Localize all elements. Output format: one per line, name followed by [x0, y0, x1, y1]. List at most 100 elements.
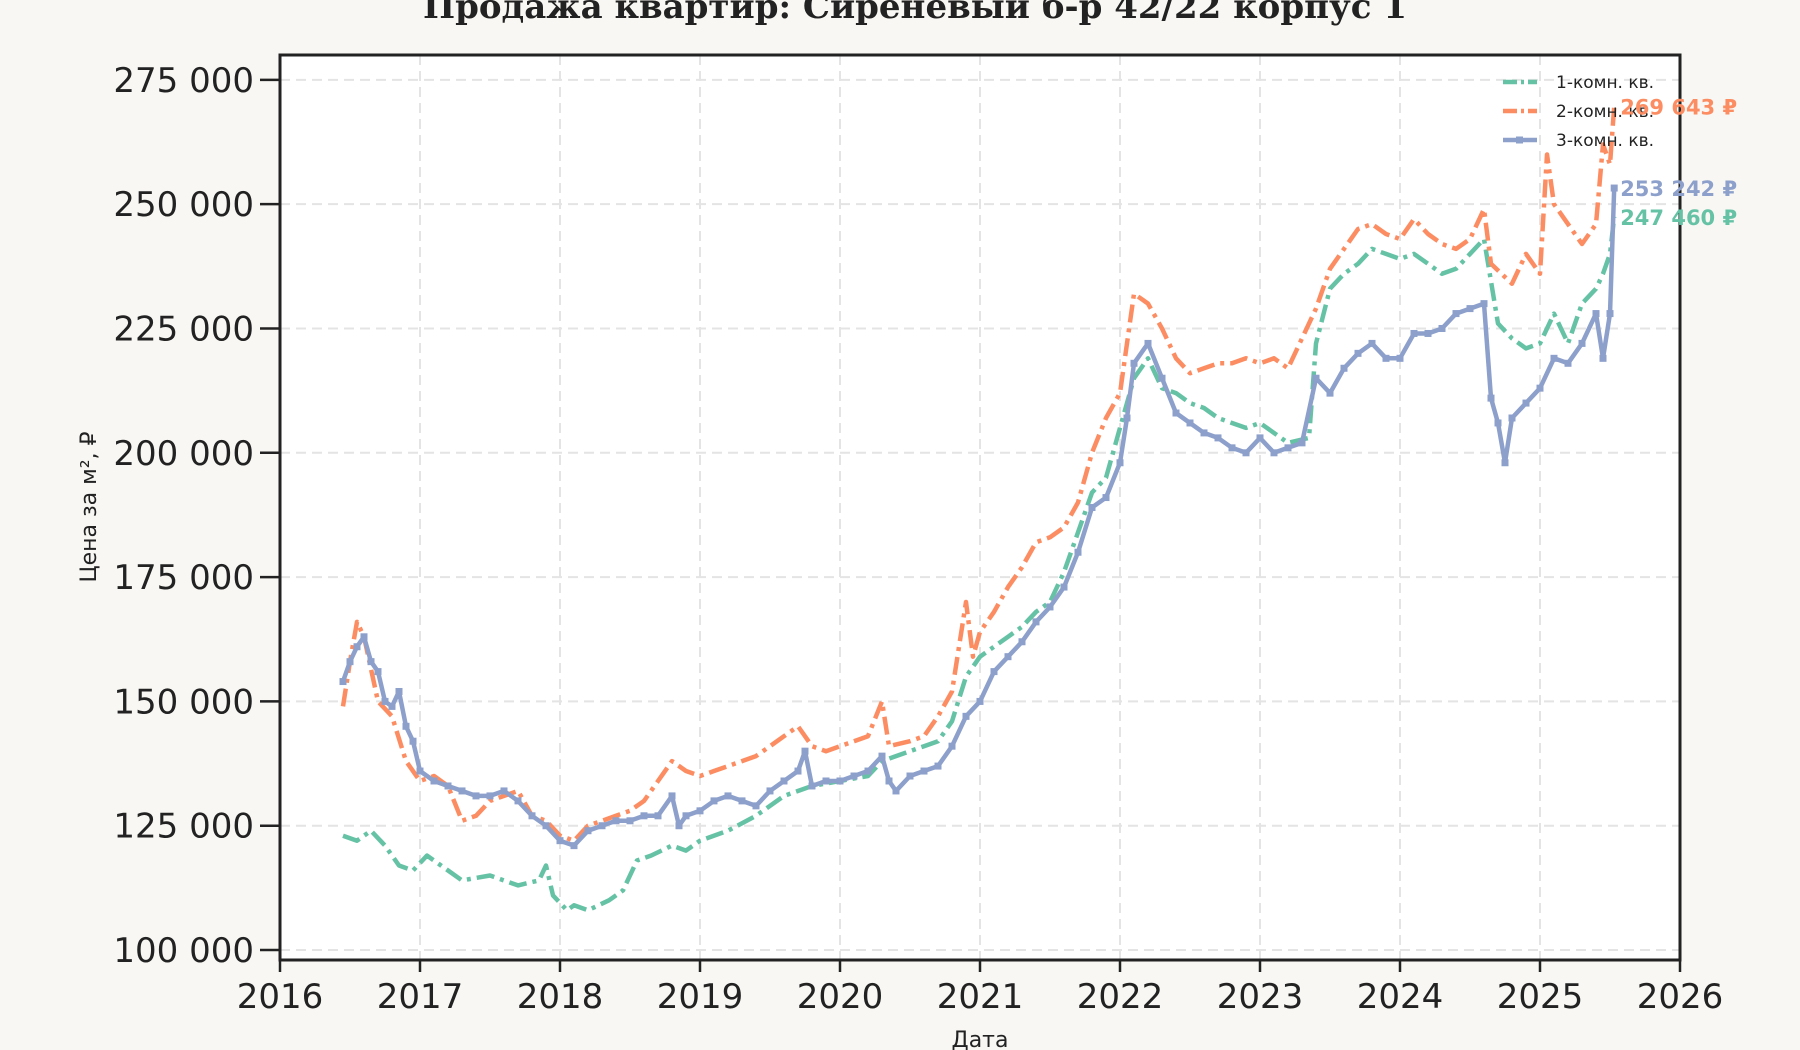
series-point: [395, 687, 403, 695]
x-tick-label: 2016: [237, 977, 324, 1017]
series-point: [542, 822, 550, 830]
series-point: [990, 668, 998, 676]
series-layer: [339, 106, 1618, 913]
series-point: [472, 792, 480, 800]
series-point: [1130, 359, 1138, 367]
series-point: [1284, 444, 1292, 452]
series-point: [724, 792, 732, 800]
series-point: [1599, 354, 1607, 362]
series-3: [339, 184, 1618, 850]
series-point: [1452, 310, 1460, 318]
series-point: [1354, 349, 1362, 357]
series-point: [1228, 444, 1236, 452]
series-point: [752, 802, 760, 810]
series-point: [353, 643, 361, 651]
series-point: [430, 777, 438, 785]
series-point: [1270, 449, 1278, 457]
series-point: [339, 678, 347, 686]
series-point: [1340, 364, 1348, 372]
legend-label: 1-комн. кв.: [1556, 73, 1654, 93]
x-tick-label: 2024: [1357, 977, 1444, 1017]
series-point: [808, 782, 816, 790]
x-tick-label: 2020: [797, 977, 884, 1017]
series-point: [1564, 359, 1572, 367]
y-tick-label: 175 000: [113, 558, 254, 598]
end-value-label: 247 460 ₽: [1620, 206, 1737, 230]
end-value-label: 269 643 ₽: [1620, 96, 1737, 120]
series-point: [612, 817, 620, 825]
series-point: [1424, 329, 1432, 337]
series-point: [1172, 409, 1180, 417]
series-point: [675, 822, 683, 830]
series-point: [850, 772, 858, 780]
series-point: [1438, 324, 1446, 332]
series-line: [342, 216, 1617, 913]
x-tick-label: 2019: [657, 977, 744, 1017]
series-point: [409, 737, 417, 745]
series-point: [1032, 618, 1040, 626]
legend-marker: [1516, 136, 1523, 144]
series-point: [1046, 603, 1054, 611]
series-point: [1487, 394, 1495, 402]
series-point: [570, 842, 578, 850]
series-point: [1158, 374, 1166, 382]
series-point: [906, 772, 914, 780]
series-point: [1466, 305, 1474, 313]
series-point: [598, 822, 606, 830]
series-point: [1144, 339, 1152, 347]
series-point: [1074, 548, 1082, 556]
series-point: [1382, 354, 1390, 362]
series-point: [878, 752, 886, 760]
series-point: [500, 787, 508, 795]
series-point: [794, 767, 802, 775]
series-point: [1116, 459, 1124, 467]
series-point: [1214, 434, 1222, 442]
series-point: [696, 807, 704, 815]
series-point: [1606, 310, 1614, 318]
series-point: [458, 787, 466, 795]
y-tick-label: 200 000: [113, 434, 254, 474]
series-point: [1522, 399, 1530, 407]
series-point: [654, 812, 662, 820]
series-point: [381, 697, 389, 705]
series-point: [976, 697, 984, 705]
series-point: [766, 787, 774, 795]
series-point: [1501, 459, 1509, 467]
series-point: [1018, 638, 1026, 646]
series-point: [668, 792, 676, 800]
legend: 1-комн. кв. 2-комн. кв. 3-комн. кв.: [1503, 73, 1654, 151]
series-point: [780, 777, 788, 785]
x-tick-label: 2021: [937, 977, 1024, 1017]
series-point: [920, 767, 928, 775]
series-point: [1494, 419, 1502, 427]
series-point: [1592, 310, 1600, 318]
series-point: [710, 797, 718, 805]
series-point: [1368, 339, 1376, 347]
series-point: [948, 742, 956, 750]
x-tick-label: 2022: [1077, 977, 1164, 1017]
series-point: [892, 787, 900, 795]
series-point: [836, 777, 844, 785]
series-point: [1578, 339, 1586, 347]
x-tick-label: 2017: [377, 977, 464, 1017]
x-tick-label: 2018: [517, 977, 604, 1017]
series-point: [1550, 354, 1558, 362]
series-point: [640, 812, 648, 820]
series-point: [1102, 494, 1110, 502]
series-point: [367, 658, 375, 666]
series-point: [1256, 434, 1264, 442]
x-tick-label: 2023: [1217, 977, 1304, 1017]
series-point: [801, 747, 809, 755]
y-axis: 100 000 125 000 150 000 175 000 200 000 225 0…: [113, 61, 280, 971]
x-tick-label: 2025: [1497, 977, 1584, 1017]
series-1: [342, 216, 1617, 913]
y-tick-label: 125 000: [113, 807, 254, 847]
series-point: [486, 792, 494, 800]
y-tick-label: 225 000: [113, 309, 254, 349]
series-point: [864, 767, 872, 775]
series-point: [1312, 374, 1320, 382]
series-point: [360, 633, 368, 641]
series-point: [1298, 439, 1306, 447]
series-point: [374, 668, 382, 676]
series-point: [1508, 414, 1516, 422]
